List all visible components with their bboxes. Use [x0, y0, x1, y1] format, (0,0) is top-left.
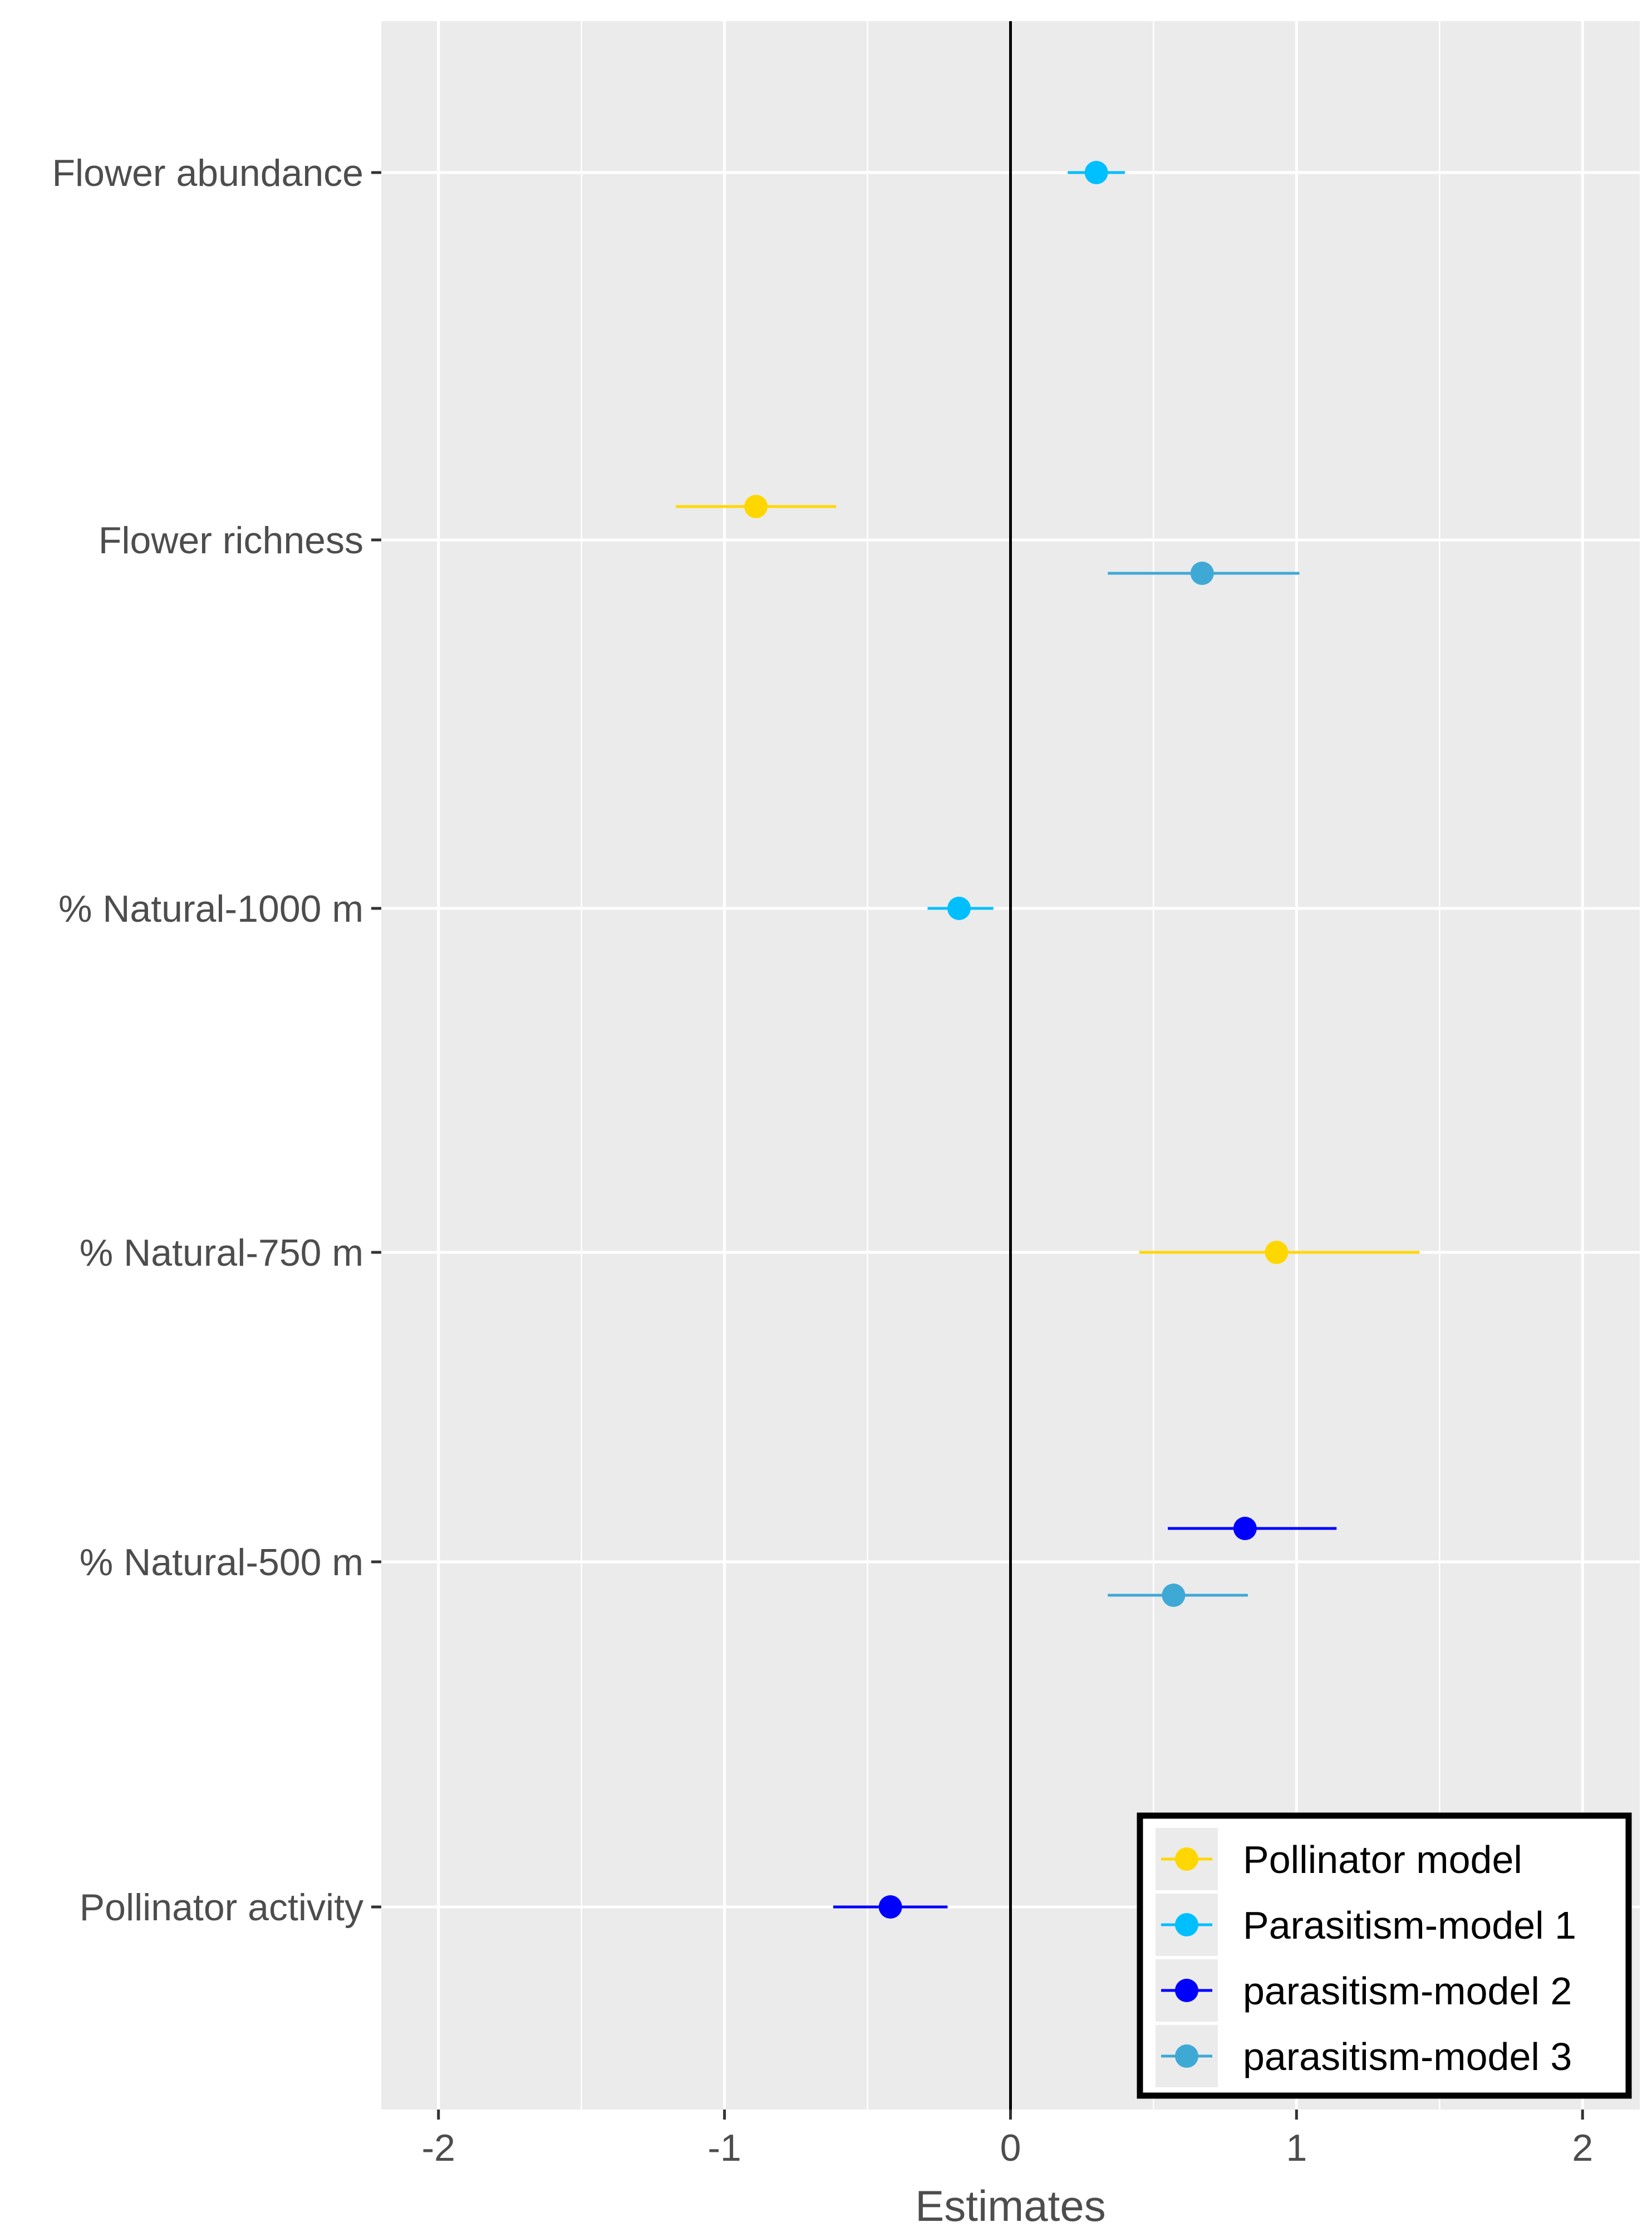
x-tick-label: -2 [422, 2127, 455, 2169]
legend-box [1137, 1812, 1632, 2099]
estimate-point [878, 1895, 902, 1919]
estimate-point [1233, 1517, 1257, 1540]
estimate-point [1162, 1584, 1186, 1607]
y-tick-label: % Natural-750 m [80, 1232, 363, 1274]
y-axis: Flower abundance Flower richness % Natural… [52, 152, 381, 1929]
estimate-point [1084, 161, 1108, 184]
y-tick-label: % Natural-1000 m [58, 888, 363, 930]
x-axis: -2 -1 0 1 2 [422, 2110, 1593, 2169]
legend-label: Parasitism-model 1 [1243, 1904, 1576, 1947]
y-tick-label: Flower richness [99, 519, 363, 562]
series-parasitism-model-1 [927, 161, 1125, 920]
estimate-point [1190, 562, 1214, 585]
series [676, 161, 1420, 1919]
legend-key-point [1175, 1847, 1198, 1871]
x-tick-label: -1 [707, 2127, 741, 2169]
x-tick-label: 2 [1572, 2127, 1593, 2169]
series-parasitism-model-2 [833, 1517, 1337, 1919]
y-tick-label: % Natural-500 m [80, 1541, 363, 1584]
legend-key-point [1175, 2044, 1198, 2068]
x-tick-label: 1 [1286, 2127, 1307, 2169]
series-parasitism-model-3 [1108, 562, 1300, 1607]
legend-key-point [1175, 1979, 1198, 2002]
legend-label: Pollinator model [1243, 1838, 1522, 1881]
x-axis-title: Estimates [915, 2181, 1105, 2230]
legend-label: parasitism-model 2 [1243, 1969, 1572, 2013]
y-tick-label: Pollinator activity [80, 1886, 363, 1929]
estimate-point [1265, 1241, 1289, 1264]
legend-label: parasitism-model 3 [1243, 2035, 1572, 2078]
estimate-point [947, 897, 971, 920]
legend-key-point [1175, 1913, 1198, 1936]
legend: Pollinator model Parasitism-model 1 parasi… [1137, 1812, 1632, 2099]
x-tick-label: 0 [1000, 2127, 1021, 2169]
series-pollinator-model [676, 495, 1420, 1264]
y-tick-label: Flower abundance [52, 152, 363, 194]
estimate-point [744, 495, 768, 518]
